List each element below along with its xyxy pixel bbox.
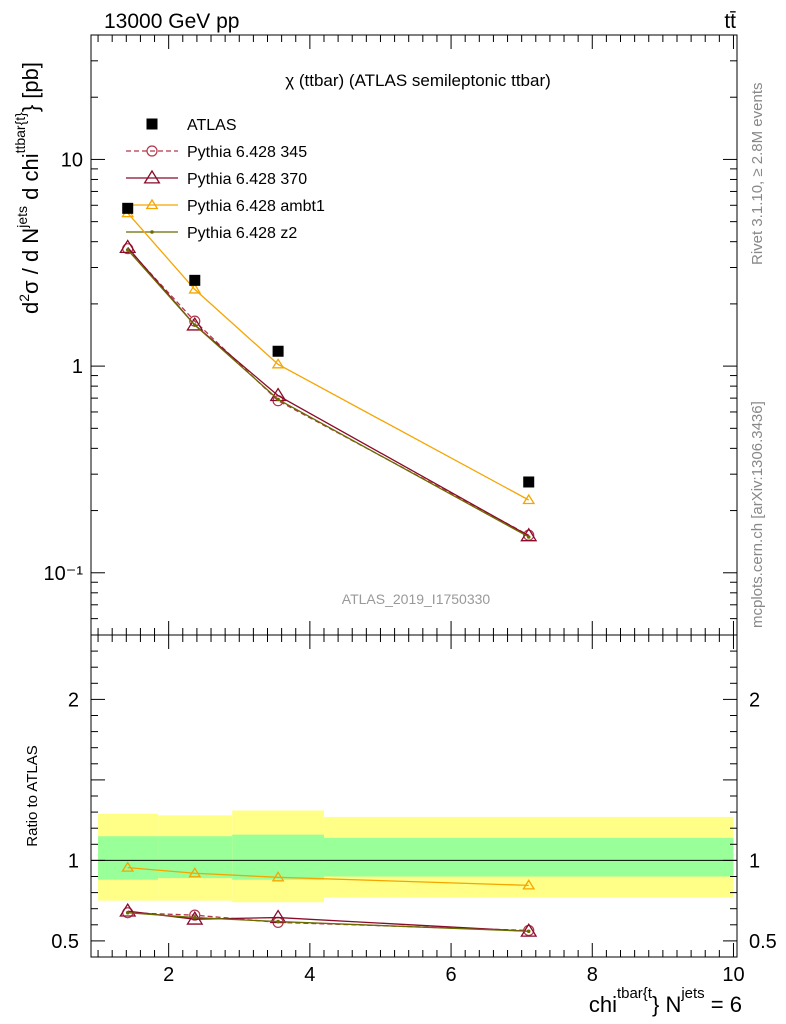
legend-label: Pythia 6.428 z2 [187,225,297,242]
data-point-pythia-6-428-z2 [125,248,130,252]
ratio-series-pythia-6-428-ambt1 [121,861,536,890]
legend-entry-pythia-6-428-345: Pythia 6.428 345 [126,144,307,161]
series-line-pythia-6-428-370 [127,247,530,537]
x-tick-label: 8 [587,964,598,986]
ratio-point-pythia-6-428-370 [520,923,538,937]
main-y-tick-label: 1 [72,356,83,378]
x-tick-label: 10 [722,964,744,986]
ratio-band-inner [323,837,734,877]
data-point-pythia-6-428-370 [186,316,204,331]
legend-marker [150,230,154,234]
ratio-point-pythia-6-428-370 [119,902,137,917]
ratio-band-inner [158,836,233,879]
legend-label: ATLAS [187,117,237,134]
legend-entry-pythia-6-428-z2: Pythia 6.428 z2 [126,225,297,242]
series-pythia-6-428-ambt1 [121,206,536,505]
legend-entry-pythia-6-428-ambt1: Pythia 6.428 ambt1 [126,198,325,215]
data-point-pythia-6-428-ambt1 [271,358,285,369]
rivet-label: Rivet 3.1.10, ≥ 2.8M events [749,83,766,266]
main-y-tick-label: 10 [61,149,83,171]
svg-text:chitbar{t} Njets = 6: chitbar{t} Njets = 6 [589,985,742,1017]
process-label: tt̄ [724,10,736,33]
ratio-y-tick-label: 1 [68,850,79,872]
legend-marker [146,118,158,130]
legend-label: Pythia 6.428 370 [187,171,307,188]
series-pythia-6-428-z2 [125,248,531,539]
x-tick-label: 4 [304,964,315,986]
ratio-y-axis-label: Ratio to ATLAS [24,745,41,846]
ratio-series-pythia-6-428-z2 [125,910,531,934]
ratio-point-pythia-6-428-345 [189,909,201,921]
legend-label: Pythia 6.428 ambt1 [187,198,325,215]
ratio-y-tick-label: 0.5 [51,931,79,953]
legend-marker [145,198,159,210]
series-line-pythia-6-428-z2 [127,249,530,538]
ratio-point-pythia-6-428-z2 [192,915,197,920]
ratio-series [119,861,538,937]
series-pythia-6-428-370 [119,239,538,542]
ratio-x-ticks: 2 4 6 8 10 [97,635,745,986]
ratio-line-pythia-6-428-ambt1 [127,866,529,887]
legend-entry-atlas: ATLAS [146,117,237,134]
data-point-pythia-6-428-ambt1 [522,493,536,505]
ratio-line-pythia-6-428-z2 [127,912,529,932]
ratio-point-pythia-6-428-ambt1 [121,861,135,872]
ratio-plot-frame [90,634,738,958]
main-y-tick-label: 10⁻¹ [44,563,84,585]
ratio-band-inner [98,836,159,880]
series-atlas [122,202,535,488]
data-point-atlas [523,476,535,488]
data-point-atlas [272,345,284,357]
ratio-point-pythia-6-428-z2 [526,929,531,934]
energy-label: 13000 GeV pp [104,10,239,33]
data-point-atlas [122,202,134,214]
main-y-axis-label: d2σ / d Njets d chittbar{t}} [pb] [12,62,43,314]
main-title: χ (ttbar) (ATLAS semileptonic ttbar) [285,71,551,90]
main-panel: 10⁻¹ 1 10 χ (ttbar) (ATLAS semileptonic tt… [12,34,738,636]
ratio-point-pythia-6-428-ambt1 [188,867,202,878]
x-tick-label: 2 [163,964,174,986]
ratio-point-pythia-6-428-z2 [276,919,280,924]
ratio-point-pythia-6-428-ambt1 [522,879,536,890]
data-point-pythia-6-428-z2 [192,323,197,327]
ratio-y-ticks: 0.5 0.5 1 1 2 2 [51,634,777,958]
ratio-y-tick-label-right: 2 [749,689,760,711]
ratio-series-pythia-6-428-370 [119,902,538,937]
mcplots-label: mcplots.cern.ch [arXiv:1306.3436] [749,401,766,628]
data-point-pythia-6-428-370 [119,239,137,254]
x-tick-label: 6 [446,964,457,986]
main-x-ticks [97,35,734,635]
legend-marker [143,169,161,184]
ratio-y-tick-label-right: 0.5 [749,931,777,953]
svg-text:d2σ / d Njets d chittbar{t}} [: d2σ / d Njets d chittbar{t}} [pb] [12,62,43,314]
legend: ATLAS Pythia 6.428 345 Pythia 6.428 370 Pyt… [126,117,325,242]
ratio-y-tick-label-right: 1 [749,850,760,872]
ratio-point-pythia-6-428-z2 [125,910,130,915]
ratio-series-pythia-6-428-345 [122,907,535,937]
data-point-pythia-6-428-ambt1 [188,283,202,294]
ratio-line-pythia-6-428-370 [127,910,529,932]
ratio-point-pythia-6-428-ambt1 [271,871,285,882]
legend-label: Pythia 6.428 345 [187,144,307,161]
ratio-y-tick-label: 2 [68,689,79,711]
ratio-panel: 0.5 0.5 1 1 2 2 2 4 6 8 10 Ratio to ATLAS chitbar… [24,634,777,1017]
legend-marker [146,145,158,157]
data-point-atlas [189,274,201,286]
data-point-pythia-6-428-z2 [526,535,531,539]
analysis-watermark: ATLAS_2019_I1750330 [342,591,491,607]
ratio-bands [98,810,734,903]
series-line-pythia-6-428-ambt1 [127,212,530,501]
legend-entry-pythia-6-428-370: Pythia 6.428 370 [126,169,307,188]
x-axis-label: chitbar{t} Njets = 6 [589,985,742,1017]
main-y-ticks: 10⁻¹ 1 10 [44,34,737,636]
data-point-pythia-6-428-z2 [276,397,280,402]
main-series [119,202,538,542]
